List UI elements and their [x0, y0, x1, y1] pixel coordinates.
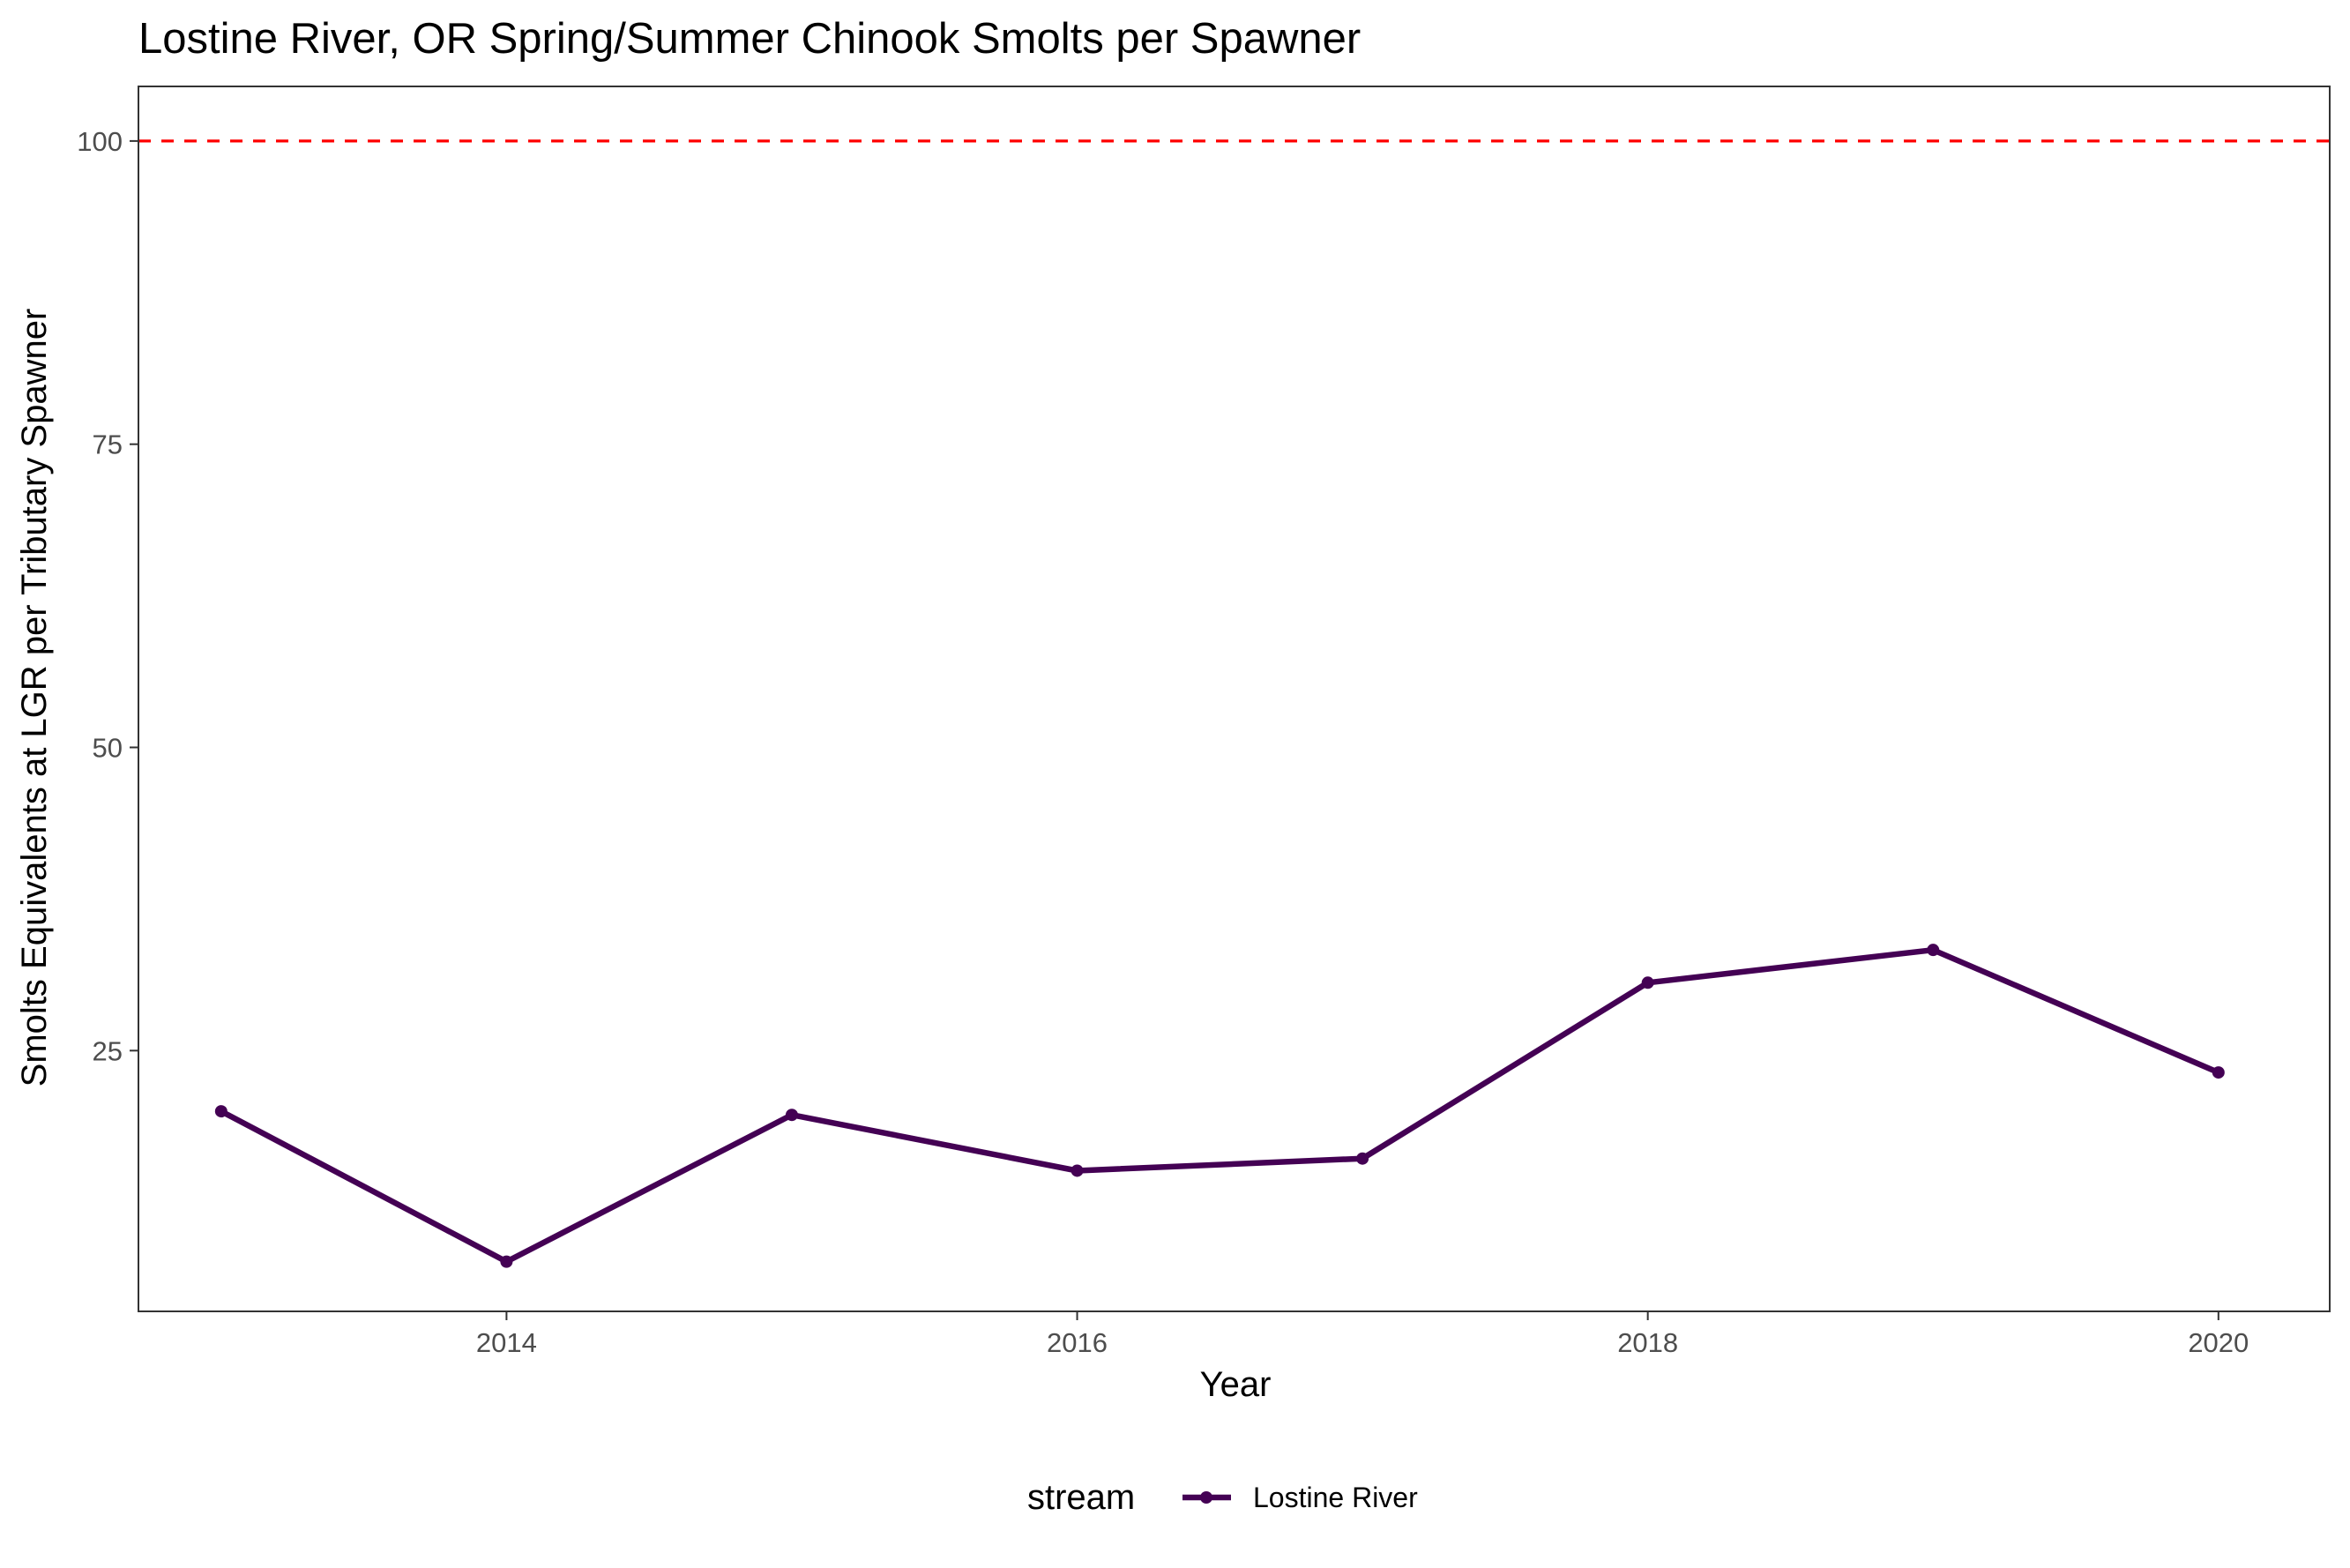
panel-border: [138, 86, 2331, 1312]
data-point-2018: [1641, 976, 1654, 989]
x-tick-label-2020: 2020: [2188, 1327, 2249, 1358]
legend: stream Lostine River: [1027, 1478, 1418, 1517]
legend-key-point: [1200, 1491, 1212, 1504]
data-point-2020: [2212, 1066, 2225, 1079]
x-tick-label-2014: 2014: [476, 1327, 537, 1358]
series-line-0: [220, 946, 2220, 1265]
legend-title: stream: [1027, 1478, 1135, 1517]
legend-key: [1182, 1491, 1231, 1504]
data-point-2013: [214, 1105, 228, 1118]
plot-area: 25 50 75 100 2014 2016 2018 2020: [77, 86, 2331, 1358]
y-tick-label-75: 75: [93, 429, 123, 460]
legend-label-lostine-river: Lostine River: [1253, 1482, 1418, 1513]
y-tick-label-100: 100: [77, 126, 123, 157]
data-point-2016: [1071, 1164, 1084, 1177]
data-point-2014: [500, 1255, 513, 1268]
y-tick-label-50: 50: [93, 733, 123, 764]
chart-title: Lostine River, OR Spring/Summer Chinook …: [138, 15, 1361, 63]
data-point-2017: [1356, 1152, 1369, 1165]
x-tick-label-2018: 2018: [1617, 1327, 1678, 1358]
y-axis-title: Smolts Equivalents at LGR per Tributary …: [15, 309, 54, 1087]
data-point-2019: [1927, 944, 1940, 957]
x-axis-title: Year: [1200, 1365, 1272, 1404]
x-tick-label-2016: 2016: [1047, 1327, 1108, 1358]
y-tick-label-25: 25: [93, 1035, 123, 1066]
data-point-2015: [785, 1109, 798, 1122]
